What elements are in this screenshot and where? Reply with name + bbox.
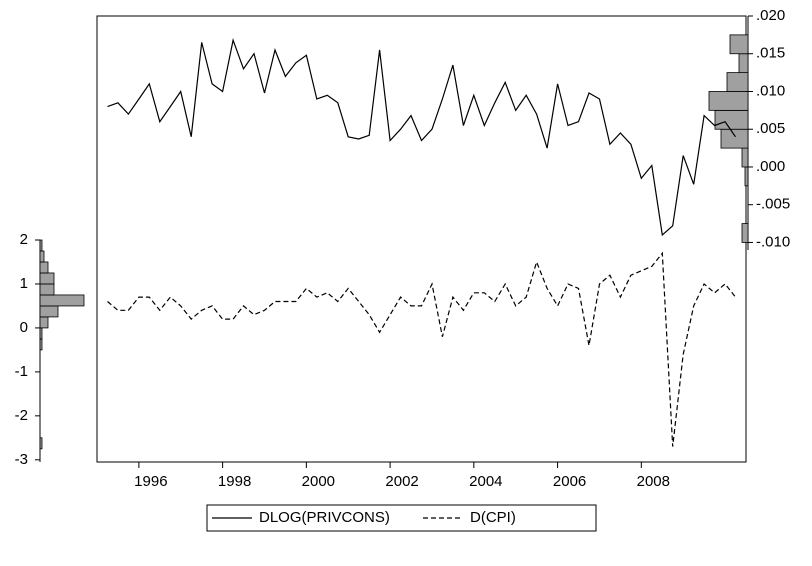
histogram-bar	[39, 283, 55, 296]
y-tick-label: -1	[15, 363, 28, 380]
histogram-bar	[720, 128, 749, 149]
histogram-bar	[39, 316, 49, 329]
y2-tick-label: .010	[756, 82, 785, 99]
histogram-bar	[39, 305, 59, 318]
series-line	[107, 37, 736, 237]
y-tick-label: 1	[20, 275, 28, 292]
x-tick-label: 2006	[553, 473, 586, 490]
y2-tick-label: .000	[756, 158, 785, 175]
legend-label: DLOG(PRIVCONS)	[259, 509, 390, 526]
histogram-bar	[726, 72, 749, 92]
histogram-bar	[39, 272, 55, 285]
x-tick-label: 2008	[637, 473, 670, 490]
x-tick-label: 2004	[469, 473, 502, 490]
histogram-bar	[39, 338, 43, 351]
histogram-bar	[738, 53, 749, 74]
x-tick-label: 2002	[385, 473, 418, 490]
y-tick-label: 0	[20, 319, 28, 336]
histogram-bar	[714, 109, 749, 130]
histogram-bar	[741, 147, 749, 168]
y2-tick-label: .015	[756, 45, 785, 62]
y-tick-label: 2	[20, 231, 28, 248]
legend-box	[206, 504, 597, 532]
histogram-bar	[744, 166, 749, 187]
histogram-bar	[39, 239, 43, 252]
histogram-bar	[39, 327, 43, 340]
histogram-bar	[39, 261, 49, 274]
y2-tick-label: .020	[756, 7, 785, 24]
x-tick-label: 1998	[218, 473, 251, 490]
histogram-bar	[708, 91, 749, 111]
y-tick-label: -2	[15, 407, 28, 424]
legend-label: D(CPI)	[470, 509, 516, 526]
y2-tick-label: -.010	[756, 233, 790, 250]
histogram-bar	[39, 294, 85, 307]
histogram-bar	[741, 223, 749, 243]
histogram-bar	[729, 34, 749, 55]
plot-frame	[96, 15, 747, 463]
series-line	[107, 251, 736, 447]
x-tick-label: 2000	[302, 473, 335, 490]
y2-tick-label: -.005	[756, 196, 790, 213]
histogram-bar	[39, 250, 45, 263]
histogram-bar	[39, 437, 43, 450]
x-tick-label: 1996	[134, 473, 167, 490]
y2-tick-label: .005	[756, 120, 785, 137]
y-tick-label: -3	[15, 451, 28, 468]
